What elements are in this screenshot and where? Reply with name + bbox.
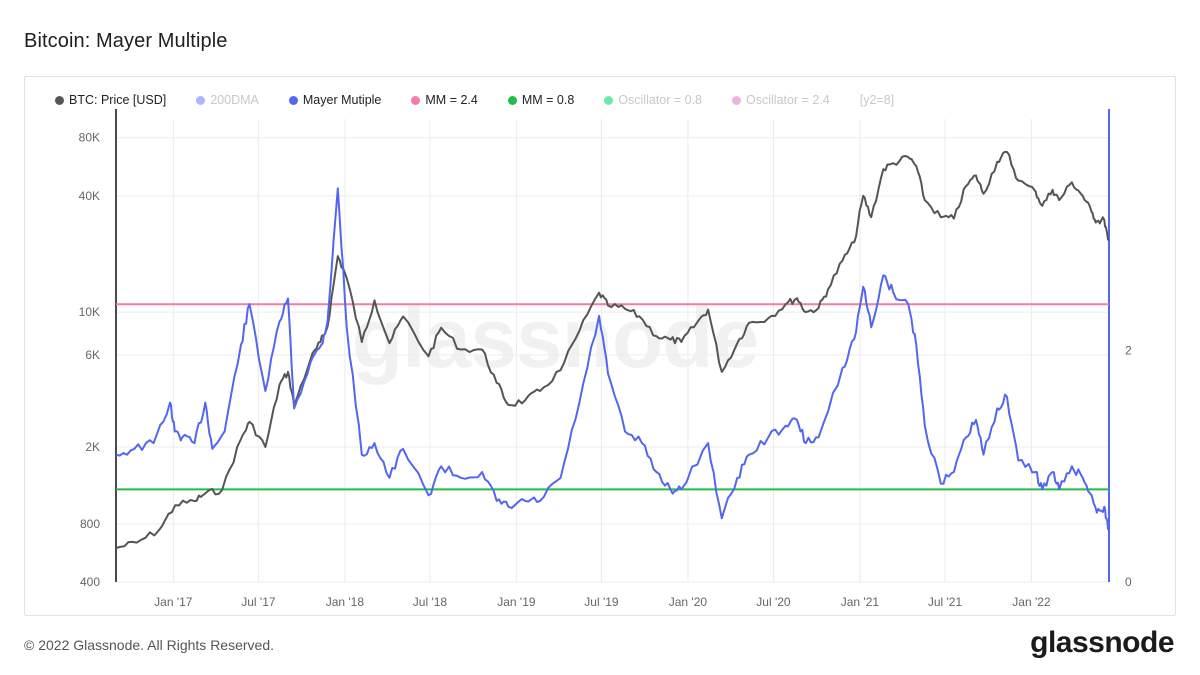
chart-plot: glassnode 400 800 2K 6K 10K 40K 80K 0 2 Jan '17 Ju…: [79, 109, 1132, 609]
legend-label: BTC: Price [USD]: [69, 93, 167, 107]
legend-item-mm-2-4[interactable]: MM = 2.4: [411, 93, 478, 107]
x-tick-label: Jan '17: [154, 595, 193, 609]
legend-dot: [732, 95, 742, 105]
legend-dot: [196, 95, 206, 105]
legend-item-mm-0-8[interactable]: MM = 0.8: [507, 93, 575, 107]
x-tick-label: Jan '22: [1012, 595, 1051, 609]
legend-dot: [604, 95, 614, 105]
y-right-tick-label: 0: [1125, 575, 1132, 589]
y-left-tick-label: 2K: [85, 440, 100, 454]
legend-item-oscillator-0-8[interactable]: Oscillator = 0.8: [604, 93, 702, 107]
series-line-mayer-multiple: [115, 187, 1110, 530]
legend-dot: [411, 95, 421, 105]
y-left-tick-label: 40K: [79, 189, 100, 203]
x-tick-label: Jan '18: [326, 595, 365, 609]
legend-label: Oscillator = 0.8: [618, 93, 703, 107]
y-left-tick-label: 10K: [79, 305, 100, 319]
page-title: Bitcoin: Mayer Multiple: [24, 30, 228, 52]
y-left-tick-label: 6K: [85, 348, 100, 362]
legend-item-btc-price[interactable]: BTC: Price [USD]: [55, 93, 166, 107]
watermark: glassnode: [352, 291, 758, 385]
footer-copyright: © 2022 Glassnode. All Rights Reserved.: [24, 637, 275, 653]
x-tick-label: Jan '20: [669, 595, 708, 609]
legend-label: 200DMA: [210, 93, 259, 107]
y-left-tick-label: 800: [80, 517, 100, 531]
legend-label: Oscillator = 2.4: [746, 93, 830, 107]
x-tick-label: Jul '17: [241, 595, 276, 609]
legend-label: Mayer Mutiple: [302, 93, 382, 107]
legend-dot: [55, 95, 64, 105]
x-tick-label: Jul '20: [756, 595, 791, 609]
legend-y2-tag[interactable]: [y2=8]: [859, 93, 895, 107]
brand-logo[interactable]: glassnode: [1030, 626, 1174, 659]
legend-dot: [507, 95, 517, 105]
legend-label: MM = 0.8: [521, 93, 575, 107]
legend-item-mayer-multiple[interactable]: Mayer Mutiple: [288, 93, 382, 107]
legend-item-oscillator-2-4[interactable]: Oscillator = 2.4: [732, 93, 830, 107]
legend-item-200dma[interactable]: 200DMA: [196, 93, 259, 107]
legend-label: MM = 2.4: [425, 93, 478, 107]
x-tick-label: Jan '21: [841, 595, 880, 609]
y-left-tick-label: 400: [80, 575, 100, 589]
y-right-tick-label: 2: [1125, 344, 1132, 358]
legend-dot: [288, 95, 298, 105]
x-tick-label: Jul '19: [584, 595, 619, 609]
y-left-tick-label: 80K: [79, 131, 100, 145]
legend: BTC: Price [USD] 200DMA Mayer Mutiple MM…: [55, 93, 894, 107]
x-tick-label: Jan '19: [497, 595, 536, 609]
x-tick-label: Jul '21: [928, 595, 963, 609]
x-tick-label: Jul '18: [413, 595, 448, 609]
chart-card: BTC: Price [USD] 200DMA Mayer Mutiple MM…: [24, 76, 1176, 616]
series-line-btc-price: [115, 150, 1110, 549]
